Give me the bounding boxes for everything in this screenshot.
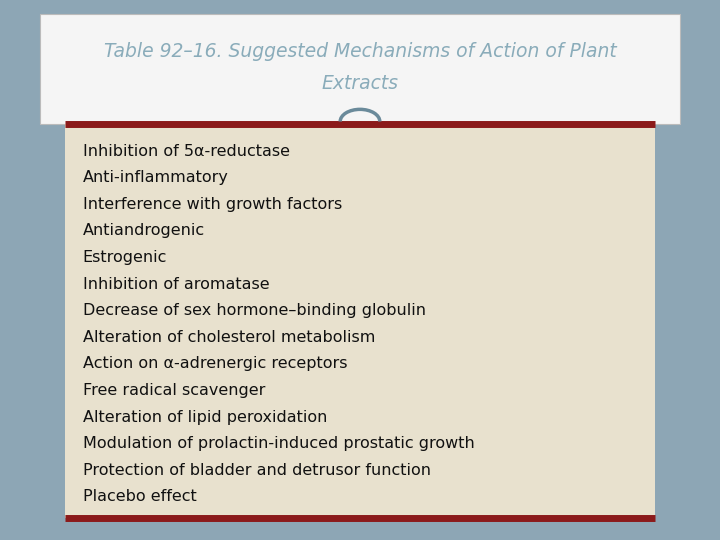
Text: Free radical scavenger: Free radical scavenger bbox=[83, 383, 265, 398]
FancyBboxPatch shape bbox=[40, 14, 680, 124]
Text: Modulation of prolactin-induced prostatic growth: Modulation of prolactin-induced prostati… bbox=[83, 436, 474, 451]
Text: Decrease of sex hormone–binding globulin: Decrease of sex hormone–binding globulin bbox=[83, 303, 426, 318]
Text: Action on α-adrenergic receptors: Action on α-adrenergic receptors bbox=[83, 356, 347, 372]
Text: Table 92–16. Suggested Mechanisms of Action of Plant: Table 92–16. Suggested Mechanisms of Act… bbox=[104, 42, 616, 61]
Text: Antiandrogenic: Antiandrogenic bbox=[83, 224, 205, 238]
Text: Inhibition of 5α-reductase: Inhibition of 5α-reductase bbox=[83, 144, 289, 159]
Text: Inhibition of aromatase: Inhibition of aromatase bbox=[83, 276, 269, 292]
Text: Estrogenic: Estrogenic bbox=[83, 250, 167, 265]
Text: Extracts: Extracts bbox=[322, 74, 398, 93]
Text: Interference with growth factors: Interference with growth factors bbox=[83, 197, 342, 212]
Text: Anti-inflammatory: Anti-inflammatory bbox=[83, 170, 229, 185]
Text: Alteration of lipid peroxidation: Alteration of lipid peroxidation bbox=[83, 410, 327, 424]
Text: Placebo effect: Placebo effect bbox=[83, 489, 197, 504]
FancyBboxPatch shape bbox=[65, 124, 655, 518]
Text: Protection of bladder and detrusor function: Protection of bladder and detrusor funct… bbox=[83, 463, 431, 478]
Text: Alteration of cholesterol metabolism: Alteration of cholesterol metabolism bbox=[83, 330, 375, 345]
